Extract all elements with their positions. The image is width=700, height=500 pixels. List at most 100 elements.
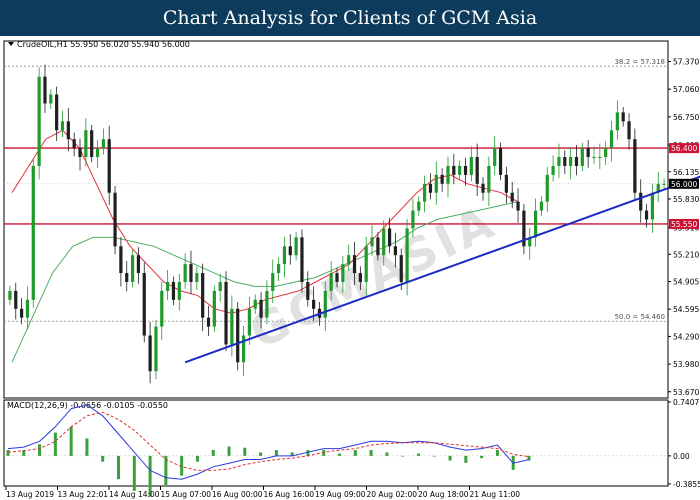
candle-body bbox=[31, 165, 35, 300]
candle-body bbox=[25, 299, 30, 318]
dropdown-triangle-icon[interactable] bbox=[8, 42, 14, 46]
candle-body bbox=[306, 281, 310, 300]
candle-body bbox=[417, 201, 421, 211]
candle-body bbox=[481, 183, 485, 193]
price-tick-label: 57.370 bbox=[673, 58, 699, 67]
candle-body bbox=[399, 255, 403, 282]
candle-body bbox=[434, 174, 438, 193]
candle-body bbox=[142, 273, 146, 336]
candle-body bbox=[224, 281, 228, 345]
candle-body bbox=[405, 228, 409, 282]
fibo-label: 38.2 = 57.318 bbox=[615, 58, 665, 66]
candle-body bbox=[352, 255, 357, 274]
candle-body bbox=[644, 210, 649, 220]
candle-body bbox=[586, 148, 590, 158]
candle-body bbox=[78, 148, 82, 158]
macd-histogram-bar bbox=[480, 455, 484, 459]
candle-body bbox=[387, 228, 392, 247]
trendline bbox=[184, 175, 700, 364]
price-tick-label: 55.210 bbox=[673, 250, 699, 259]
chart-background bbox=[0, 36, 700, 500]
candle-body bbox=[475, 157, 479, 184]
candle-body bbox=[569, 157, 573, 166]
candle-body bbox=[358, 273, 362, 282]
candle-body bbox=[411, 210, 415, 229]
price-chart: CrudeOIL,H1 55.950 56.020 55.940 56.000 … bbox=[0, 36, 700, 500]
candle-body bbox=[43, 76, 47, 104]
time-tick-label: 16 Aug 00:00 bbox=[212, 490, 263, 499]
candle-body bbox=[8, 290, 12, 300]
candle-body bbox=[498, 148, 503, 175]
candle-body bbox=[557, 157, 561, 166]
macd-histogram-bar bbox=[243, 447, 247, 456]
candle-body bbox=[212, 290, 216, 327]
time-axis: 13 Aug 2019 13 Aug 22:01 14 Aug 14:00 15 Au… bbox=[5, 486, 520, 499]
candle-body bbox=[633, 139, 637, 193]
candle-body bbox=[195, 273, 199, 282]
macd-histogram-bar bbox=[401, 455, 405, 457]
candle-body bbox=[148, 335, 152, 372]
candle-body bbox=[370, 237, 374, 247]
candle-body bbox=[236, 308, 240, 363]
candle-body bbox=[271, 273, 275, 291]
macd-histogram-bar bbox=[227, 446, 231, 456]
candle-body bbox=[90, 130, 94, 158]
price-badges: 56.400 55.550 56.000 bbox=[669, 143, 699, 229]
price-tick-label: 54.290 bbox=[673, 332, 699, 341]
current-price-label: 56.000 bbox=[671, 180, 697, 189]
candle-body bbox=[14, 290, 18, 309]
candle-body bbox=[522, 210, 526, 247]
candle-body bbox=[516, 201, 520, 211]
candle-body bbox=[136, 255, 141, 274]
candle-body bbox=[37, 76, 41, 166]
candle-body bbox=[627, 121, 631, 140]
price-tick-label: 56.135 bbox=[673, 168, 699, 177]
candle-body bbox=[440, 174, 444, 184]
candle-body bbox=[265, 290, 269, 318]
macd-histogram-bar bbox=[338, 453, 342, 456]
candle-body bbox=[551, 165, 555, 175]
candle-body bbox=[528, 237, 532, 247]
macd-histogram-bar bbox=[6, 450, 10, 456]
macd-histogram-bar bbox=[322, 450, 326, 456]
macd-histogram-bar bbox=[117, 455, 121, 480]
macd-histogram-bar bbox=[353, 450, 357, 456]
candle-body bbox=[189, 264, 193, 282]
macd-histogram-bar bbox=[195, 455, 199, 462]
candle-body bbox=[241, 335, 246, 363]
candle-body bbox=[253, 299, 257, 309]
candle-body bbox=[364, 246, 368, 282]
macd-histogram-bar bbox=[527, 455, 531, 461]
time-tick-label: 14 Aug 14:00 bbox=[109, 490, 160, 499]
candle-body bbox=[60, 121, 65, 131]
candle-body bbox=[282, 246, 287, 265]
candle-body bbox=[656, 183, 660, 193]
price-tick-label: 57.060 bbox=[673, 85, 699, 94]
candlesticks bbox=[8, 64, 666, 384]
macd-histogram-bar bbox=[464, 455, 468, 463]
candle-body bbox=[347, 255, 351, 265]
level-badge bbox=[669, 143, 699, 154]
candle-body bbox=[95, 148, 100, 158]
candle-body bbox=[160, 290, 164, 327]
time-tick-label: 13 Aug 2019 bbox=[6, 490, 54, 499]
candle-body bbox=[341, 264, 345, 282]
candle-body bbox=[539, 201, 544, 211]
candle-body bbox=[382, 228, 386, 256]
candle-body bbox=[154, 326, 158, 372]
candle-body bbox=[183, 264, 187, 282]
candle-body bbox=[84, 130, 88, 158]
candle-body bbox=[312, 299, 316, 309]
candle-body bbox=[329, 273, 333, 291]
macd-indicator: 0.7407 0.00 -0.3855 bbox=[4, 398, 700, 497]
candle-body bbox=[423, 183, 427, 202]
time-tick-label: 19 Aug 09:00 bbox=[315, 490, 366, 499]
macd-pane-frame bbox=[3, 399, 669, 487]
ma-fast-line bbox=[11, 129, 519, 314]
candle-body bbox=[171, 281, 176, 300]
candle-body bbox=[288, 246, 292, 256]
level-badge-label: 55.550 bbox=[671, 220, 697, 229]
macd-histogram-bar bbox=[38, 444, 42, 456]
candle-body bbox=[580, 148, 584, 166]
candle-body bbox=[19, 308, 24, 318]
